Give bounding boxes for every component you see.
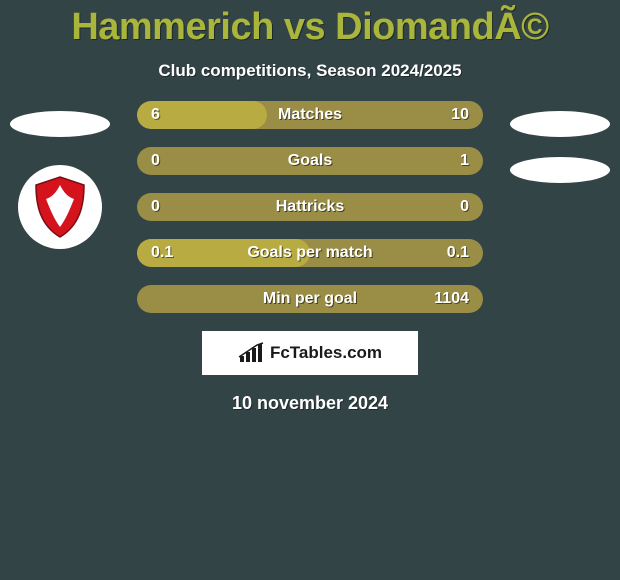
- brand-text: FcTables.com: [270, 343, 382, 363]
- player-right-avatar-placeholder-1: [510, 111, 610, 137]
- brand-box: FcTables.com: [202, 331, 418, 375]
- stat-row: 6Matches10: [137, 101, 483, 129]
- right-player-col: [500, 101, 620, 183]
- comparison-area: 6Matches100Goals10Hattricks00.1Goals per…: [0, 101, 620, 414]
- stat-row: Min per goal1104: [137, 285, 483, 313]
- date-text: 10 november 2024: [0, 393, 620, 414]
- stat-right-value: 1104: [434, 285, 469, 313]
- stat-label: Goals per match: [137, 239, 483, 267]
- stat-right-value: 1: [460, 147, 469, 175]
- stat-row: 0Hattricks0: [137, 193, 483, 221]
- stat-right-value: 0.1: [447, 239, 469, 267]
- left-player-col: [0, 101, 120, 249]
- stats-bars: 6Matches100Goals10Hattricks00.1Goals per…: [137, 101, 483, 313]
- stat-label: Goals: [137, 147, 483, 175]
- page-subtitle: Club competitions, Season 2024/2025: [0, 61, 620, 81]
- player-right-avatar-placeholder-2: [510, 157, 610, 183]
- stat-right-value: 10: [451, 101, 469, 129]
- stat-row: 0.1Goals per match0.1: [137, 239, 483, 267]
- stat-row: 0Goals1: [137, 147, 483, 175]
- stat-label: Hattricks: [137, 193, 483, 221]
- stat-right-value: 0: [460, 193, 469, 221]
- player-left-crest: [18, 165, 102, 249]
- player-left-avatar-placeholder: [10, 111, 110, 137]
- stat-label: Min per goal: [137, 285, 483, 313]
- shield-crest-icon: [32, 175, 88, 239]
- bars-chart-icon: [238, 342, 264, 364]
- page-title: Hammerich vs DiomandÃ©: [0, 0, 620, 49]
- stat-label: Matches: [137, 101, 483, 129]
